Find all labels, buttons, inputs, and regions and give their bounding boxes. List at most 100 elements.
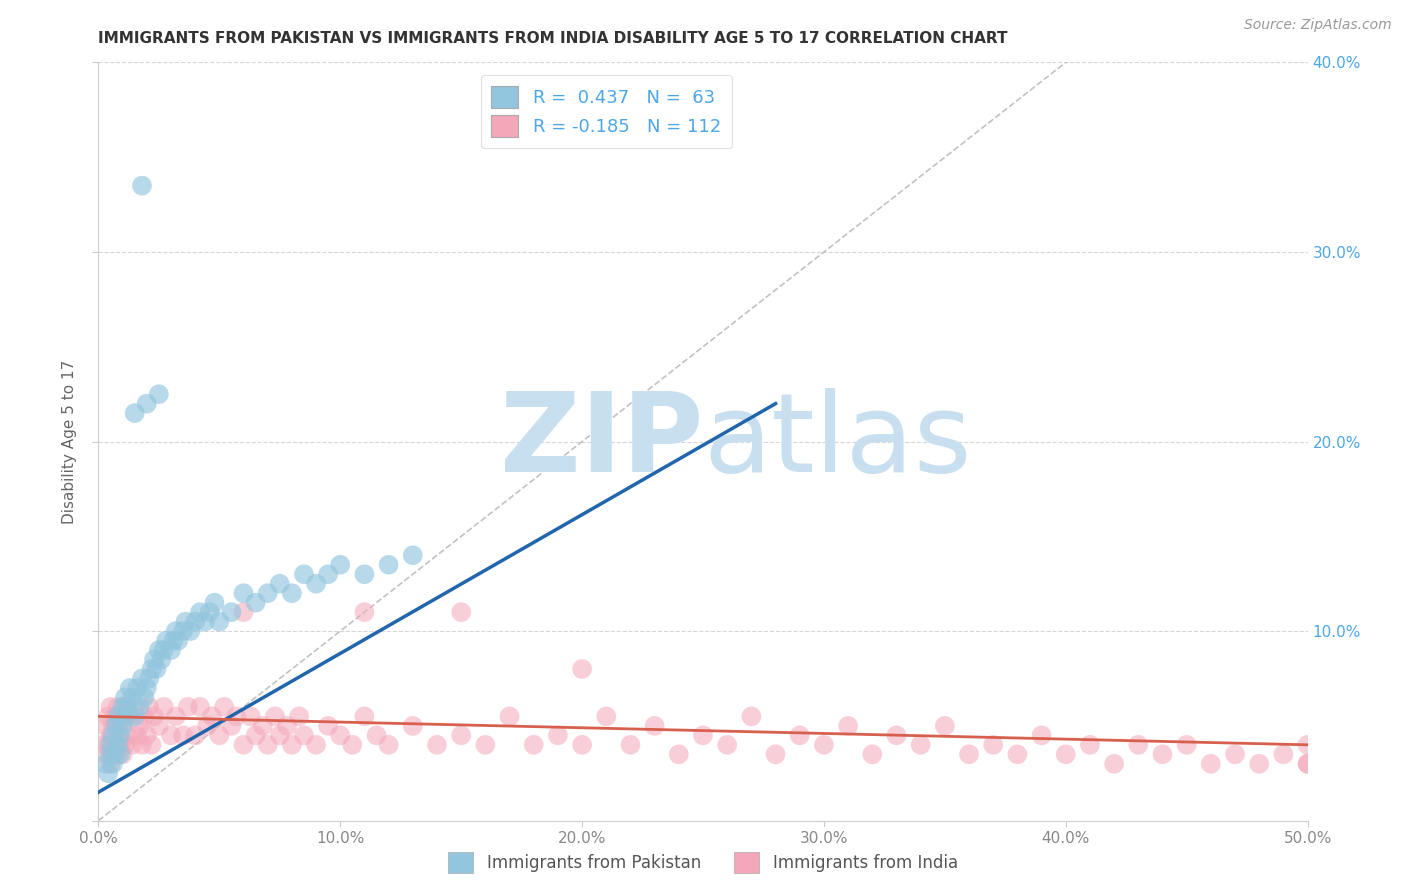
- Point: [402, 548, 425, 563]
- Point: [121, 738, 143, 752]
- Point: [172, 728, 194, 742]
- Point: [177, 699, 200, 714]
- Point: [342, 738, 364, 752]
- Point: [498, 709, 520, 723]
- Point: [957, 747, 980, 762]
- Point: [104, 709, 127, 723]
- Point: [194, 615, 217, 629]
- Point: [1223, 747, 1246, 762]
- Point: [121, 690, 143, 705]
- Point: [141, 662, 163, 676]
- Point: [316, 719, 339, 733]
- Point: [1296, 738, 1319, 752]
- Point: [329, 558, 352, 572]
- Point: [111, 719, 134, 733]
- Point: [1102, 756, 1125, 771]
- Point: [644, 719, 666, 733]
- Point: [547, 728, 569, 742]
- Point: [124, 709, 146, 723]
- Point: [450, 728, 472, 742]
- Point: [208, 728, 231, 742]
- Point: [264, 709, 287, 723]
- Point: [118, 709, 141, 723]
- Point: [107, 709, 129, 723]
- Point: [131, 178, 153, 193]
- Point: [128, 719, 150, 733]
- Point: [256, 738, 278, 752]
- Point: [292, 567, 315, 582]
- Point: [276, 719, 298, 733]
- Point: [1007, 747, 1029, 762]
- Point: [100, 728, 122, 742]
- Point: [118, 681, 141, 695]
- Text: atlas: atlas: [703, 388, 972, 495]
- Point: [1078, 738, 1101, 752]
- Point: [155, 633, 177, 648]
- Point: [860, 747, 883, 762]
- Point: [135, 396, 157, 410]
- Point: [789, 728, 811, 742]
- Point: [131, 672, 153, 686]
- Point: [127, 728, 149, 742]
- Point: [134, 690, 156, 705]
- Point: [595, 709, 617, 723]
- Point: [1199, 756, 1222, 771]
- Point: [104, 719, 127, 733]
- Point: [100, 747, 122, 762]
- Point: [619, 738, 641, 752]
- Point: [94, 719, 117, 733]
- Point: [117, 728, 139, 742]
- Point: [221, 719, 243, 733]
- Point: [91, 738, 114, 752]
- Point: [1296, 756, 1319, 771]
- Point: [138, 672, 160, 686]
- Point: [934, 719, 956, 733]
- Point: [111, 747, 134, 762]
- Point: [910, 738, 932, 752]
- Point: [204, 596, 226, 610]
- Point: [1128, 738, 1150, 752]
- Point: [256, 586, 278, 600]
- Point: [353, 709, 375, 723]
- Point: [692, 728, 714, 742]
- Point: [165, 709, 187, 723]
- Point: [114, 690, 136, 705]
- Point: [107, 738, 129, 752]
- Point: [329, 728, 352, 742]
- Legend: R =  0.437   N =  63, R = -0.185   N = 112: R = 0.437 N = 63, R = -0.185 N = 112: [481, 75, 733, 148]
- Point: [117, 699, 139, 714]
- Point: [212, 699, 235, 714]
- Point: [94, 747, 117, 762]
- Point: [1152, 747, 1174, 762]
- Point: [740, 709, 762, 723]
- Point: [668, 747, 690, 762]
- Point: [366, 728, 388, 742]
- Point: [148, 387, 170, 401]
- Point: [101, 756, 124, 771]
- Point: [252, 719, 274, 733]
- Point: [837, 719, 859, 733]
- Point: [160, 728, 183, 742]
- Point: [886, 728, 908, 742]
- Point: [765, 747, 787, 762]
- Point: [305, 576, 328, 591]
- Point: [1175, 738, 1198, 752]
- Point: [141, 738, 163, 752]
- Point: [108, 747, 131, 762]
- Point: [198, 605, 221, 619]
- Point: [145, 662, 167, 676]
- Point: [111, 699, 134, 714]
- Point: [100, 756, 122, 771]
- Point: [813, 738, 835, 752]
- Point: [104, 738, 127, 752]
- Point: [232, 738, 254, 752]
- Point: [167, 633, 190, 648]
- Point: [100, 699, 122, 714]
- Point: [232, 605, 254, 619]
- Point: [165, 624, 187, 639]
- Point: [1272, 747, 1295, 762]
- Point: [143, 652, 166, 666]
- Point: [135, 681, 157, 695]
- Point: [353, 567, 375, 582]
- Point: [1031, 728, 1053, 742]
